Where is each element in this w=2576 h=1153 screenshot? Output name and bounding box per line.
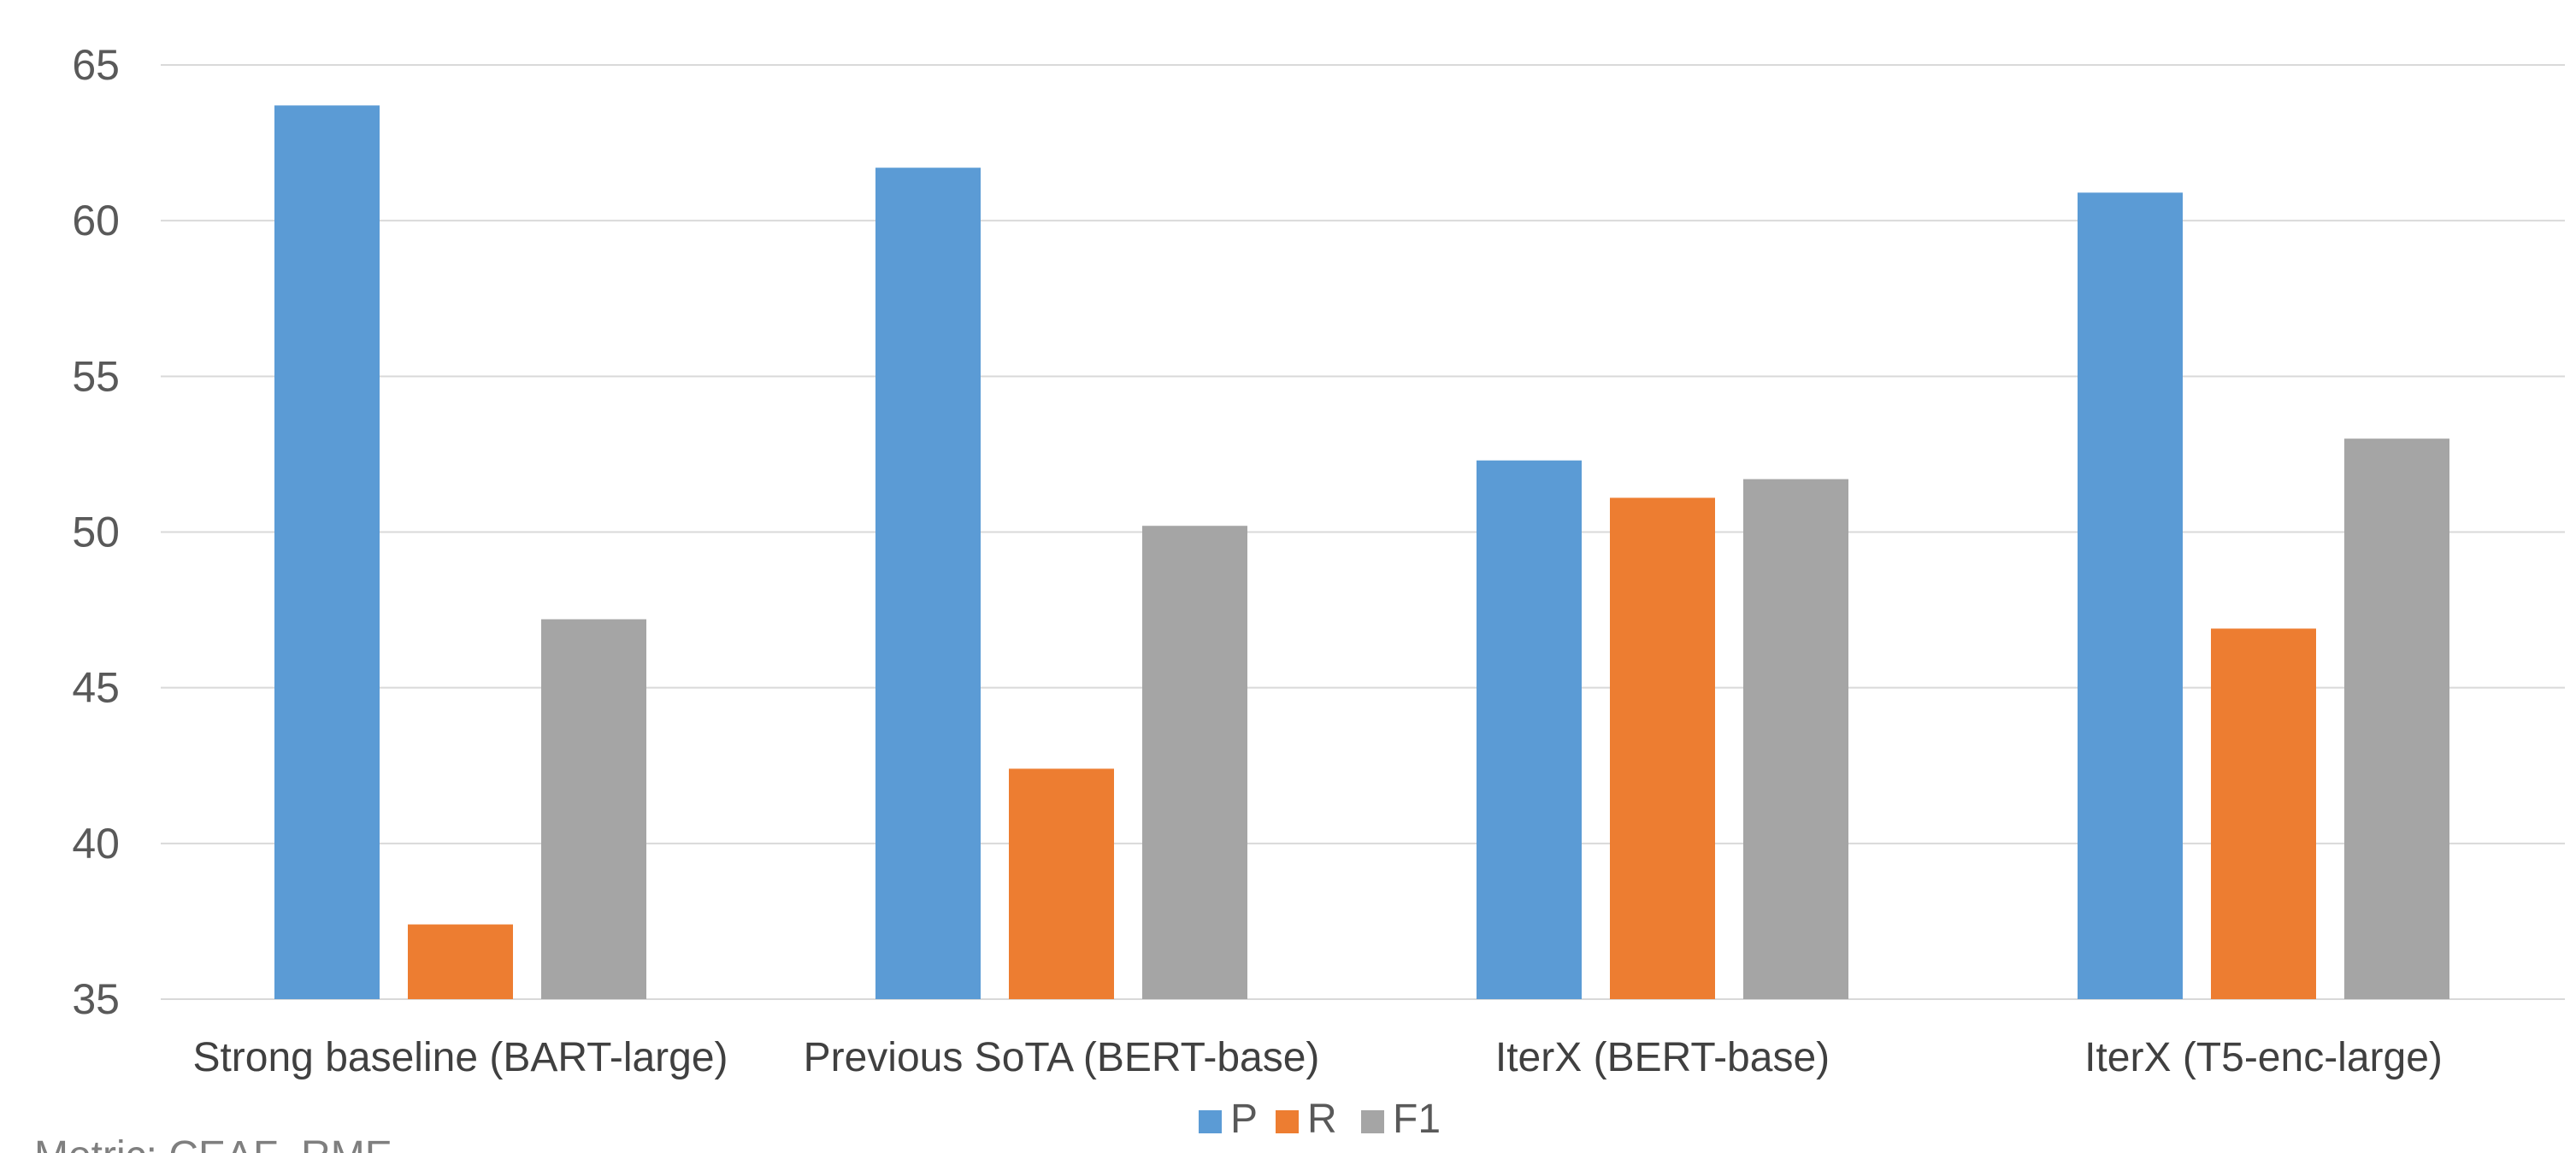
bar-r-3 [1610,497,1715,999]
legend: P R F1 [1199,1097,1441,1142]
y-tick-label: 50 [72,509,120,556]
bar-r-1 [408,924,513,999]
x-tick-label: IterX (T5-enc-large) [2084,1035,2443,1080]
y-axis-ticks: 35 40 45 50 55 60 65 [72,41,120,1023]
legend-label-r: R [1307,1097,1337,1142]
x-tick-label: IterX (BERT-base) [1495,1035,1830,1080]
bar-p-1 [274,105,380,1000]
legend-label-f1: F1 [1393,1097,1441,1142]
y-tick-label: 40 [72,820,120,868]
bar-p-2 [875,168,981,1000]
y-tick-label: 60 [72,197,120,244]
bar-f1-1 [541,619,646,999]
x-tick-label: Previous SoTA (BERT-base) [804,1035,1320,1080]
legend-swatch-p [1199,1110,1222,1133]
legend-swatch-f1 [1361,1110,1384,1133]
bar-f1-2 [1142,526,1247,999]
bar-p-4 [2078,192,2183,1000]
bar-p-3 [1477,460,1582,999]
x-axis-labels: Strong baseline (BART-large) Previous SoT… [192,1035,2442,1080]
bar-f1-4 [2344,438,2449,999]
metric-note: Metric: CEAF_RME [34,1133,392,1153]
bar-r-4 [2211,628,2316,999]
y-tick-label: 35 [72,975,120,1023]
y-tick-label: 65 [72,41,120,89]
y-tick-label: 55 [72,352,120,400]
gridlines [161,64,2565,1000]
bar-f1-3 [1743,479,1848,999]
y-tick-label: 45 [72,664,120,712]
legend-label-p: P [1230,1097,1258,1142]
bars [274,105,2449,1000]
legend-swatch-r [1276,1110,1299,1133]
bar-r-2 [1009,768,1114,999]
x-tick-label: Strong baseline (BART-large) [192,1035,728,1080]
